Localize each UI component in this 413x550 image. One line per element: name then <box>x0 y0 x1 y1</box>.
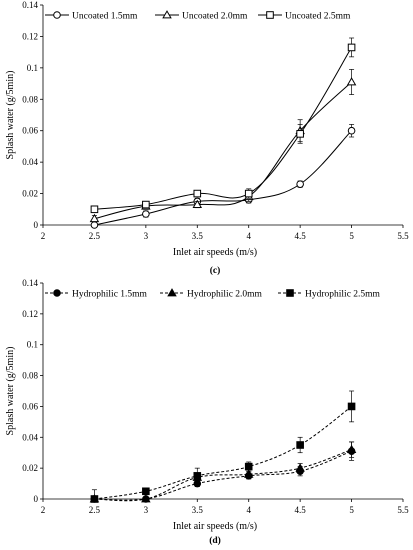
x-tick-label: 3 <box>144 231 149 241</box>
data-point <box>192 199 203 208</box>
legend-entry: Hydrophilic 2.0mm <box>160 288 263 300</box>
y-tick-label: 0.1 <box>27 340 38 350</box>
data-point <box>296 130 304 138</box>
x-tick-label: 4.5 <box>295 231 307 241</box>
legend-marker <box>286 289 294 297</box>
y-tick-label: 0.04 <box>22 432 38 442</box>
y-tick-label: 0.08 <box>22 94 38 104</box>
y-tick-label: 0.1 <box>27 63 38 73</box>
panel-label: (c) <box>210 265 221 276</box>
data-point <box>244 462 253 471</box>
x-tick-label: 2 <box>41 505 46 515</box>
x-tick-label: 5 <box>349 505 354 515</box>
data-point <box>347 126 356 135</box>
legend-label: Uncoated 2.0mm <box>182 12 248 22</box>
y-tick-label: 0.02 <box>22 463 38 473</box>
y-tick-label: 0.04 <box>22 157 38 167</box>
y-axis-title: Splash water (g/5min) <box>5 347 16 436</box>
series-line <box>94 81 352 220</box>
legend-marker <box>266 11 274 19</box>
legend-entry: Uncoated 1.5mm <box>45 11 138 22</box>
series-line <box>94 449 352 502</box>
series-line <box>94 450 352 501</box>
data-point <box>142 210 150 218</box>
chart-panel-d: 0 0.02 0.04 0.06 0.08 0.1 0.12 0.14 2 2.5 3 3.5 4 4.5… <box>5 278 409 546</box>
data-point <box>296 441 304 449</box>
panel-label: (d) <box>209 535 221 546</box>
data-point <box>90 221 99 229</box>
legend-entry: Hydrophilic 1.5mm <box>45 289 148 300</box>
y-tick-label: 0.08 <box>22 371 38 381</box>
series-line <box>94 130 352 226</box>
data-point <box>243 469 254 478</box>
legend-entry: Uncoated 2.0mm <box>155 10 248 22</box>
legend-marker <box>53 11 61 19</box>
series-uncoated-2-5mm <box>90 37 356 214</box>
x-tick-label: 3 <box>144 505 149 515</box>
data-point <box>142 487 150 496</box>
legend-label: Hydrophilic 2.5mm <box>305 290 381 300</box>
legend-entry: Hydrophilic 2.5mm <box>278 289 381 300</box>
data-point <box>142 200 150 209</box>
x-tick-label: 5.5 <box>397 505 409 515</box>
data-point <box>346 77 357 86</box>
x-tick-label: 2.5 <box>89 231 101 241</box>
x-tick-label: 3.5 <box>192 231 204 241</box>
legend-label: Uncoated 2.5mm <box>285 12 351 22</box>
x-tick-label: 3.5 <box>192 505 204 515</box>
data-point <box>89 213 100 223</box>
legend-marker <box>162 10 172 19</box>
y-tick-label: 0.06 <box>22 401 38 411</box>
x-tick-label: 4 <box>246 231 251 241</box>
data-point <box>295 463 305 472</box>
y-tick-label: 0 <box>34 220 39 230</box>
data-point <box>346 444 357 454</box>
data-point <box>90 205 99 214</box>
legend-label: Uncoated 1.5mm <box>72 12 138 22</box>
legend-marker <box>167 288 177 297</box>
x-tick-label: 5.5 <box>397 231 409 241</box>
data-point <box>193 189 202 198</box>
y-tick-label: 0 <box>34 494 39 504</box>
x-tick-label: 5 <box>349 231 354 241</box>
series-uncoated-1-5mm <box>90 124 356 229</box>
y-tick-label: 0.12 <box>22 31 38 41</box>
x-tick-label: 2.5 <box>89 505 101 515</box>
x-tick-label: 4.5 <box>295 505 307 515</box>
data-point <box>347 402 356 411</box>
y-tick-label: 0.14 <box>22 0 38 10</box>
data-point <box>141 494 151 503</box>
data-point <box>244 189 253 198</box>
y-tick-label: 0.02 <box>22 189 38 199</box>
y-tick-label: 0.14 <box>22 278 38 288</box>
x-tick-label: 2 <box>41 231 46 241</box>
data-point <box>193 472 202 480</box>
legend-label: Hydrophilic 2.0mm <box>187 290 263 300</box>
series-uncoated-2-0mm <box>89 69 357 223</box>
x-axis-title: Inlet air speeds (m/s) <box>173 521 257 532</box>
y-axis-title: Splash water (g/5min) <box>5 71 16 160</box>
series-hydrophilic-2-5mm <box>90 390 356 503</box>
legend-label: Hydrophilic 1.5mm <box>72 290 148 300</box>
data-point <box>347 43 356 52</box>
y-tick-label: 0.06 <box>22 126 38 136</box>
x-tick-label: 4 <box>246 505 251 515</box>
data-point <box>90 495 99 503</box>
data-point <box>296 180 304 188</box>
chart-panel-c: 0 0.02 0.04 0.06 0.08 0.1 0.12 0.14 2 2.5 3 3.5 4 4.5… <box>5 0 409 276</box>
legend-marker <box>53 289 61 297</box>
y-tick-label: 0.12 <box>22 309 38 319</box>
x-axis-title: Inlet air speeds (m/s) <box>173 247 257 258</box>
series-line <box>94 406 352 500</box>
series-line <box>94 47 353 210</box>
legend-entry: Uncoated 2.5mm <box>258 11 351 22</box>
